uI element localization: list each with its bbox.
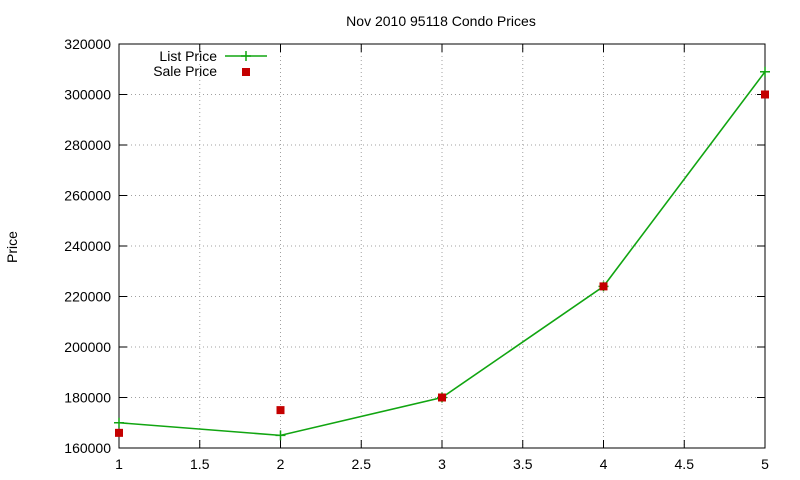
x-tick-label: 3	[438, 456, 446, 472]
chart-title: Nov 2010 95118 Condo Prices	[346, 13, 536, 29]
legend: List Price Sale Price	[153, 48, 267, 79]
plot-frame	[118, 43, 766, 449]
axis-ticks: 1 1.5 2 2.5 3 3.5 4 4.5 5 160000 180000 200000 22000…	[64, 36, 769, 472]
sale-price-point	[276, 406, 285, 415]
sale-price-point	[115, 428, 123, 437]
x-tick-label: 4	[600, 456, 608, 472]
sale-price-point	[599, 282, 608, 291]
list-price-point	[114, 417, 124, 428]
sale-price-point	[438, 393, 446, 402]
y-tick-label: 320000	[64, 36, 111, 52]
legend-swatches	[225, 51, 267, 76]
y-tick-label: 260000	[64, 188, 111, 204]
sale-price-point	[761, 90, 769, 99]
y-tick-label: 160000	[64, 440, 111, 456]
legend-label-list-price: List Price	[159, 48, 217, 64]
x-tick-label: 1.5	[190, 456, 210, 472]
series-layer	[114, 66, 770, 441]
grid	[119, 44, 765, 448]
y-tick-label: 180000	[64, 390, 111, 406]
x-tick-label: 4.5	[675, 456, 695, 472]
x-tick-label: 5	[761, 456, 769, 472]
x-tick-label: 2.5	[352, 456, 372, 472]
legend-label-sale-price: Sale Price	[153, 63, 217, 79]
list-price-point	[760, 66, 770, 77]
y-tick-label: 240000	[64, 238, 111, 254]
y-tick-label: 300000	[64, 87, 111, 103]
legend-marker-list-price	[241, 51, 251, 61]
y-tick-label: 220000	[64, 289, 111, 305]
y-axis-label: Price	[4, 231, 20, 263]
y-tick-label: 280000	[64, 137, 111, 153]
list-price-point	[275, 430, 286, 441]
legend-marker-sale-price	[242, 68, 250, 76]
y-tick-label: 200000	[64, 339, 111, 355]
x-tick-label: 2	[277, 456, 285, 472]
x-tick-label: 3.5	[513, 456, 533, 472]
x-tick-label: 1	[115, 456, 123, 472]
